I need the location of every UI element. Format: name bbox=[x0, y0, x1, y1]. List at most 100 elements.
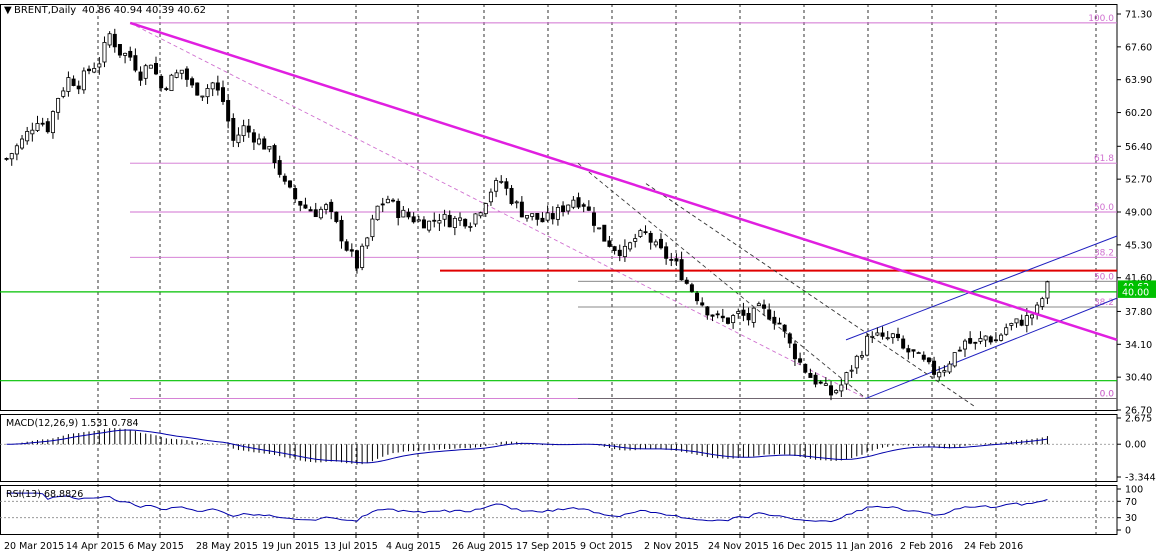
candle-body bbox=[30, 129, 35, 135]
candle-body bbox=[839, 384, 844, 392]
candle-body bbox=[92, 68, 97, 73]
rsi-tick-label: 30 bbox=[1125, 513, 1137, 524]
candle-body bbox=[293, 188, 298, 200]
candle-body bbox=[880, 332, 885, 337]
candle-body bbox=[267, 145, 272, 150]
panel-frame bbox=[0, 414, 1118, 482]
candle-body bbox=[540, 217, 545, 223]
macd-axis: 2.675 0.00 -3.344 bbox=[1117, 414, 1156, 484]
candle-body bbox=[890, 333, 895, 338]
candle-body bbox=[416, 219, 421, 222]
rsi-label: RSI(13) 68.8826 bbox=[6, 489, 83, 500]
candle-body bbox=[463, 218, 468, 227]
price-tick-label: 67.60 bbox=[1125, 42, 1152, 53]
candle-body bbox=[329, 201, 334, 213]
candle-body bbox=[777, 322, 782, 325]
fibonacci-diagonal[interactable] bbox=[577, 162, 867, 399]
candle-body bbox=[143, 65, 148, 79]
candle-body bbox=[545, 212, 550, 221]
channel-upper-line[interactable] bbox=[845, 235, 1118, 341]
candle-body bbox=[324, 204, 329, 210]
candle-body bbox=[957, 349, 962, 352]
time-tick-label: 6 May 2015 bbox=[128, 541, 184, 552]
candle-body bbox=[607, 240, 612, 247]
candle-body bbox=[452, 217, 457, 228]
candle-body bbox=[772, 316, 777, 324]
candle-body bbox=[710, 314, 715, 317]
candle-body bbox=[715, 313, 720, 316]
price-tag bbox=[1118, 285, 1156, 298]
candle-body bbox=[154, 63, 159, 75]
candle-body bbox=[360, 245, 365, 268]
candle-body bbox=[334, 211, 339, 222]
candle-body bbox=[56, 98, 61, 113]
main-trendline-line[interactable] bbox=[129, 21, 1118, 342]
candle-body bbox=[566, 204, 571, 212]
fibonacci-diagonal[interactable] bbox=[129, 22, 867, 399]
candle-body bbox=[61, 90, 66, 97]
candle-body bbox=[375, 205, 380, 221]
candle-body bbox=[298, 200, 303, 206]
candle-body bbox=[231, 118, 236, 141]
time-tick-label: 13 Jul 2015 bbox=[324, 541, 378, 552]
candle-body bbox=[35, 123, 40, 131]
candle-body bbox=[437, 220, 442, 224]
candle-body bbox=[875, 332, 880, 336]
fibonacci-level-label: 61.8 bbox=[1094, 154, 1114, 164]
candle-body bbox=[978, 338, 983, 342]
fibonacci-levels[interactable]: 100.061.850.038.20.050.038.20.0 bbox=[129, 14, 1117, 400]
price-tick-label: 26.70 bbox=[1125, 406, 1152, 417]
fibonacci-level-label: 50.0 bbox=[1094, 272, 1114, 282]
macd-tick-label: 0.00 bbox=[1125, 440, 1146, 451]
candle-body bbox=[195, 82, 200, 96]
candle-body bbox=[720, 315, 725, 319]
candle-body bbox=[622, 245, 627, 258]
candle-body bbox=[87, 68, 92, 72]
candle-body bbox=[586, 206, 591, 211]
candle-body bbox=[1009, 323, 1014, 326]
candle-body bbox=[576, 197, 581, 208]
candle-body bbox=[483, 203, 488, 215]
candle-body bbox=[906, 348, 911, 353]
horizontal-levels[interactable] bbox=[0, 269, 1117, 382]
candle-body bbox=[287, 180, 292, 188]
price-tick-label: 34.10 bbox=[1125, 340, 1152, 351]
candle-body bbox=[25, 131, 30, 142]
candle-body bbox=[339, 219, 344, 242]
candle-body bbox=[277, 160, 282, 175]
main-trendline[interactable] bbox=[129, 21, 1118, 342]
candle-body bbox=[535, 212, 540, 220]
candle-body bbox=[844, 372, 849, 385]
candle-body bbox=[1014, 318, 1019, 324]
candle-body bbox=[190, 78, 195, 86]
candle-body bbox=[901, 338, 906, 349]
candle-body bbox=[932, 360, 937, 375]
channel-lower-line[interactable] bbox=[865, 297, 1118, 399]
macd-signal-line bbox=[6, 429, 1048, 464]
candle-body bbox=[1040, 298, 1045, 307]
candle-body bbox=[468, 225, 473, 228]
candle-body bbox=[865, 335, 870, 356]
candle-body bbox=[401, 209, 406, 218]
candle-body bbox=[968, 338, 973, 344]
candle-body bbox=[689, 284, 694, 292]
candle-body bbox=[911, 349, 916, 352]
price-tags: 40.6240.00 bbox=[1118, 280, 1156, 298]
candle-body bbox=[1024, 315, 1029, 326]
candle-body bbox=[406, 211, 411, 218]
time-tick-label: 2 Nov 2015 bbox=[644, 541, 699, 552]
time-tick-label: 28 May 2015 bbox=[196, 541, 258, 552]
candle-body bbox=[896, 333, 901, 339]
dashed-channel-line[interactable] bbox=[645, 183, 977, 408]
trend-channels[interactable] bbox=[645, 183, 1118, 408]
candle-body bbox=[138, 71, 143, 81]
candle-body bbox=[40, 122, 45, 125]
candle-body bbox=[76, 85, 81, 90]
candle-body bbox=[1035, 304, 1040, 314]
symbol-dropdown-icon[interactable]: ▼ bbox=[4, 5, 12, 16]
candle-body bbox=[442, 213, 447, 220]
price-tag-label: 40.00 bbox=[1122, 287, 1149, 298]
time-tick-label: 14 Apr 2015 bbox=[66, 541, 125, 552]
